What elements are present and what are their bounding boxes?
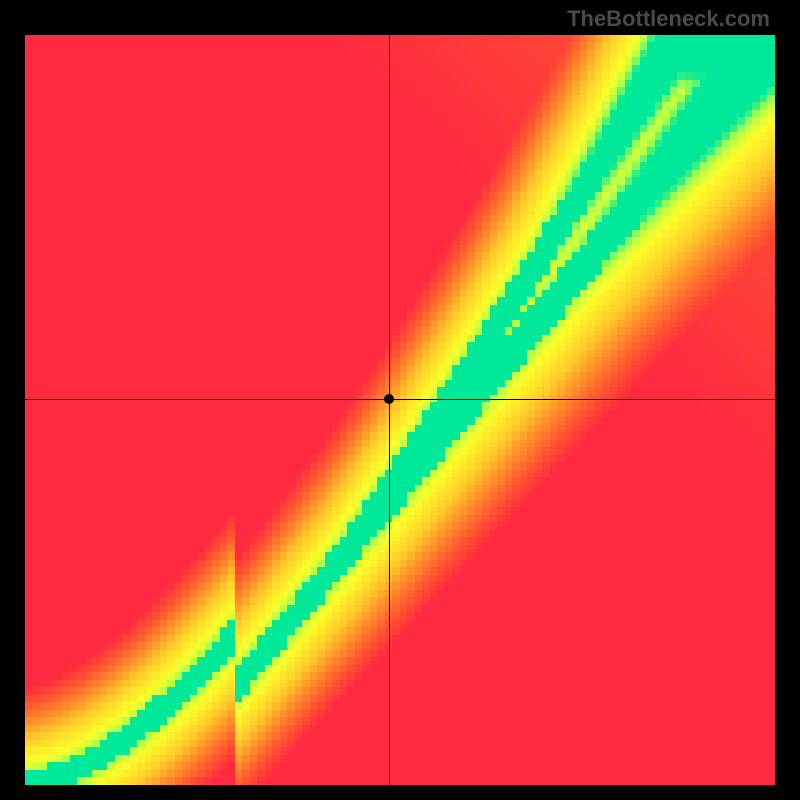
watermark-text: TheBottleneck.com bbox=[567, 6, 770, 32]
heatmap-canvas bbox=[25, 35, 775, 785]
heatmap-chart bbox=[25, 35, 775, 785]
crosshair-vertical bbox=[389, 35, 390, 785]
marker-dot bbox=[384, 394, 394, 404]
crosshair-horizontal bbox=[25, 399, 775, 400]
